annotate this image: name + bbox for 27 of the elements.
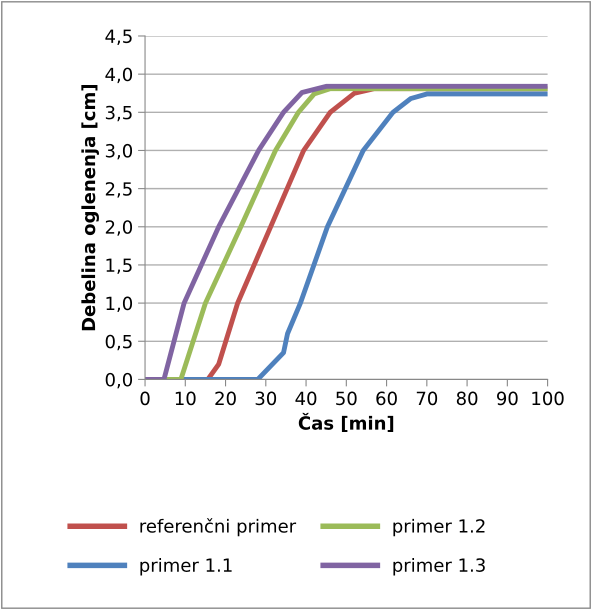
x-tick-label: 70	[416, 392, 438, 406]
y-tick-label: 1,0	[106, 296, 132, 312]
y-tick-label: 1,5	[106, 258, 132, 274]
x-tick-label: 80	[456, 392, 478, 406]
y-tick-label: 3,0	[106, 144, 132, 160]
legend-label: primer 1.3	[393, 558, 485, 576]
x-tick-label: 10	[176, 392, 196, 406]
legend-label: primer 1.2	[393, 518, 484, 536]
x-tick-label: 50	[336, 392, 357, 406]
y-tick-label: 2,0	[106, 220, 132, 236]
y-tick-label: 4,0	[105, 68, 132, 84]
y-tick-label: 3,5	[106, 106, 132, 122]
x-axis-title: Čas [min]	[298, 412, 394, 432]
legend-label: primer 1.1	[140, 558, 232, 576]
legend-label: referenčni primer	[140, 518, 296, 536]
y-tick-label: 0,0	[106, 372, 132, 388]
x-tick-label: 60	[376, 392, 397, 406]
x-tick-label: 90	[496, 392, 518, 406]
y-axis-title: Debelina oglenenja [cm]	[81, 85, 99, 330]
y-tick-label: 4,5	[105, 30, 132, 45]
y-tick-label: 2,5	[106, 182, 132, 198]
x-tick-label: 100	[532, 392, 564, 406]
x-tick-label: 20	[215, 392, 236, 406]
y-tick-label: 0,5	[106, 334, 132, 350]
x-tick-label: 0	[140, 392, 150, 406]
x-tick-label: 30	[256, 392, 276, 406]
x-tick-label: 40	[295, 392, 316, 406]
